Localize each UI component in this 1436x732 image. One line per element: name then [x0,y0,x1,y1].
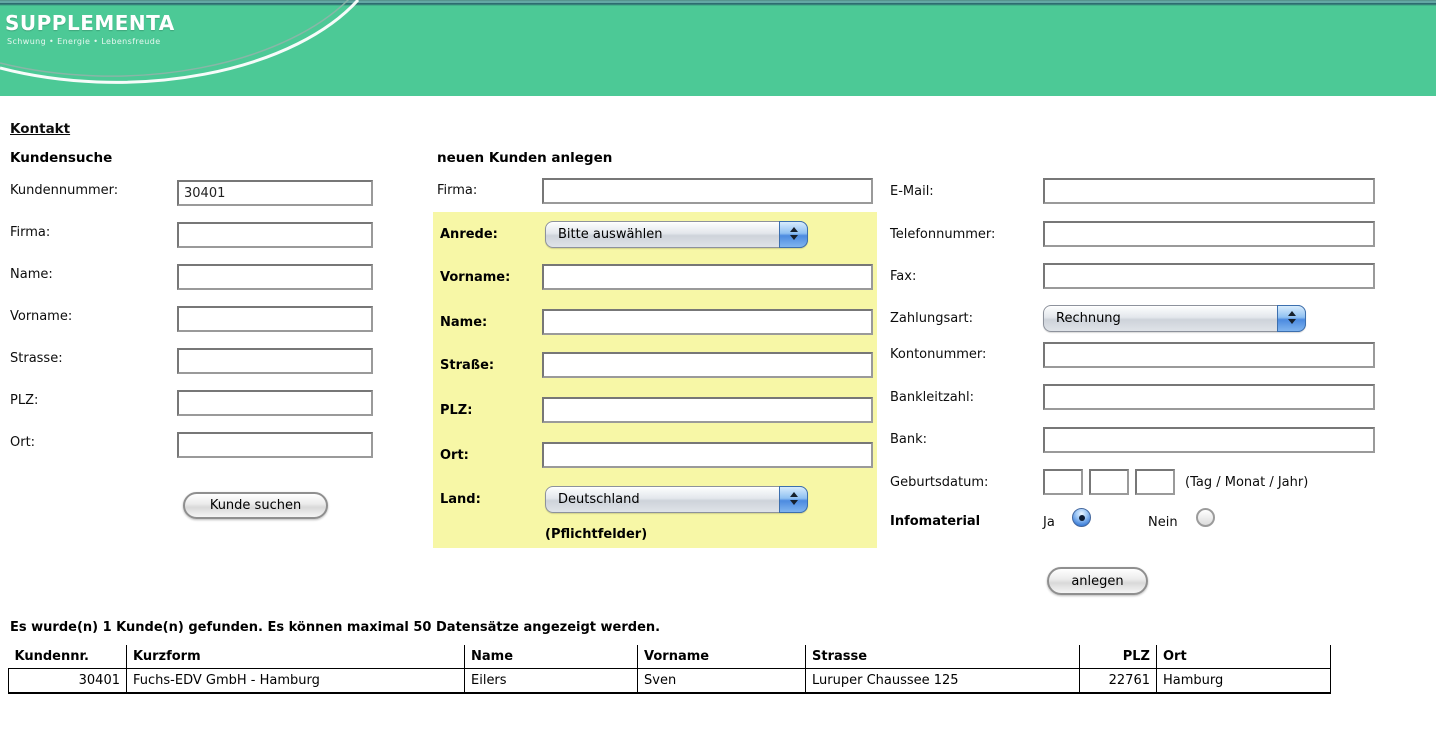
search-firma-label: Firma: [10,225,51,240]
email-field[interactable] [1043,178,1375,204]
fax-field[interactable] [1043,263,1375,289]
zahlungsart-label: Zahlungsart: [890,311,974,326]
col-kurzform: Kurzform [126,645,465,669]
create-vorname-field[interactable] [542,264,873,290]
col-vorname: Vorname [637,645,806,669]
cell-kundennr: 30401 [8,668,127,694]
col-kundennr: Kundennr. [8,645,127,669]
kontonummer-field[interactable] [1043,342,1375,368]
search-kundennummer-field[interactable] [177,180,373,206]
search-ort-field[interactable] [177,432,373,458]
header-banner: SUPPLEMENTA Schwung • Energie • Lebensfr… [0,0,1436,96]
infomaterial-ja-label: Ja [1043,515,1055,530]
results-table: Kundennr. Kurzform Name Vorname Strasse … [8,645,1331,694]
create-plz-label: PLZ: [440,403,473,418]
create-section-title: neuen Kunden anlegen [437,150,613,166]
bankleitzahl-field[interactable] [1043,384,1375,410]
results-message: Es wurde(n) 1 Kunde(n) gefunden. Es könn… [10,620,661,635]
search-vorname-label: Vorname: [10,309,73,324]
create-name-field[interactable] [542,309,873,335]
search-firma-field[interactable] [177,222,373,248]
cell-vorname: Sven [637,668,806,694]
search-plz-field[interactable] [177,390,373,416]
land-label: Land: [440,492,481,507]
col-name: Name [464,645,638,669]
page-title: Kontakt [10,121,71,137]
birth-month-field[interactable] [1089,469,1129,495]
create-plz-field[interactable] [542,397,873,423]
radio-dot-icon [1078,514,1085,521]
anrede-select-value: Bitte auswählen [558,227,663,242]
search-vorname-field[interactable] [177,306,373,332]
birth-year-field[interactable] [1135,469,1175,495]
birth-day-field[interactable] [1043,469,1083,495]
search-strasse-label: Strasse: [10,351,63,366]
col-strasse: Strasse [805,645,1080,669]
bank-label: Bank: [890,432,928,447]
table-row[interactable]: 30401 Fuchs-EDV GmbH - Hamburg Eilers Sv… [8,668,1331,694]
cell-ort: Hamburg [1156,668,1331,694]
create-ort-label: Ort: [440,448,469,463]
search-ort-label: Ort: [10,435,36,450]
bankleitzahl-label: Bankleitzahl: [890,390,974,405]
land-select[interactable]: Deutschland [545,486,808,513]
col-ort: Ort [1156,645,1331,669]
logo: SUPPLEMENTA [5,11,175,35]
fax-label: Fax: [890,269,917,284]
anrede-label: Anrede: [440,227,498,242]
logo-tagline: Schwung • Energie • Lebensfreude [7,37,161,46]
geburtsdatum-hint: (Tag / Monat / Jahr) [1185,475,1309,490]
infomaterial-ja-radio[interactable] [1072,508,1091,527]
cell-plz: 22761 [1079,668,1157,694]
email-label: E-Mail: [890,184,934,199]
select-arrows-icon [779,486,808,513]
table-header-row: Kundennr. Kurzform Name Vorname Strasse … [8,645,1331,669]
telefonnummer-field[interactable] [1043,221,1375,247]
land-select-value: Deutschland [558,492,640,507]
create-strasse-label: Straße: [440,358,495,373]
anlegen-button[interactable]: anlegen [1047,567,1148,595]
select-arrows-icon [1277,305,1306,332]
infomaterial-label: Infomaterial [890,514,981,529]
col-plz: PLZ [1079,645,1157,669]
search-strasse-field[interactable] [177,348,373,374]
telefonnummer-label: Telefonnummer: [890,227,996,242]
search-kundennummer-label: Kundennummer: [10,183,119,198]
search-plz-label: PLZ: [10,393,39,408]
geburtsdatum-label: Geburtsdatum: [890,475,989,490]
create-firma-label: Firma: [437,183,478,198]
create-firma-field[interactable] [542,178,873,204]
zahlungsart-select[interactable]: Rechnung [1043,305,1306,332]
create-ort-field[interactable] [542,442,873,468]
create-name-label: Name: [440,315,488,330]
kunde-suchen-button[interactable]: Kunde suchen [183,492,328,519]
select-arrows-icon [779,221,808,248]
kontonummer-label: Kontonummer: [890,347,987,362]
header-swoosh-graphic [0,0,360,84]
infomaterial-nein-label: Nein [1148,515,1178,530]
create-vorname-label: Vorname: [440,270,511,285]
anrede-select[interactable]: Bitte auswählen [545,221,808,248]
cell-name: Eilers [464,668,638,694]
cell-strasse: Luruper Chaussee 125 [805,668,1080,694]
bank-field[interactable] [1043,427,1375,453]
search-name-label: Name: [10,267,53,282]
infomaterial-nein-radio[interactable] [1196,508,1215,527]
cell-kurzform: Fuchs-EDV GmbH - Hamburg [126,668,465,694]
zahlungsart-select-value: Rechnung [1056,311,1121,326]
create-strasse-field[interactable] [542,352,873,378]
required-note: (Pflichtfelder) [545,527,648,542]
search-name-field[interactable] [177,264,373,290]
search-section-title: Kundensuche [10,150,113,166]
